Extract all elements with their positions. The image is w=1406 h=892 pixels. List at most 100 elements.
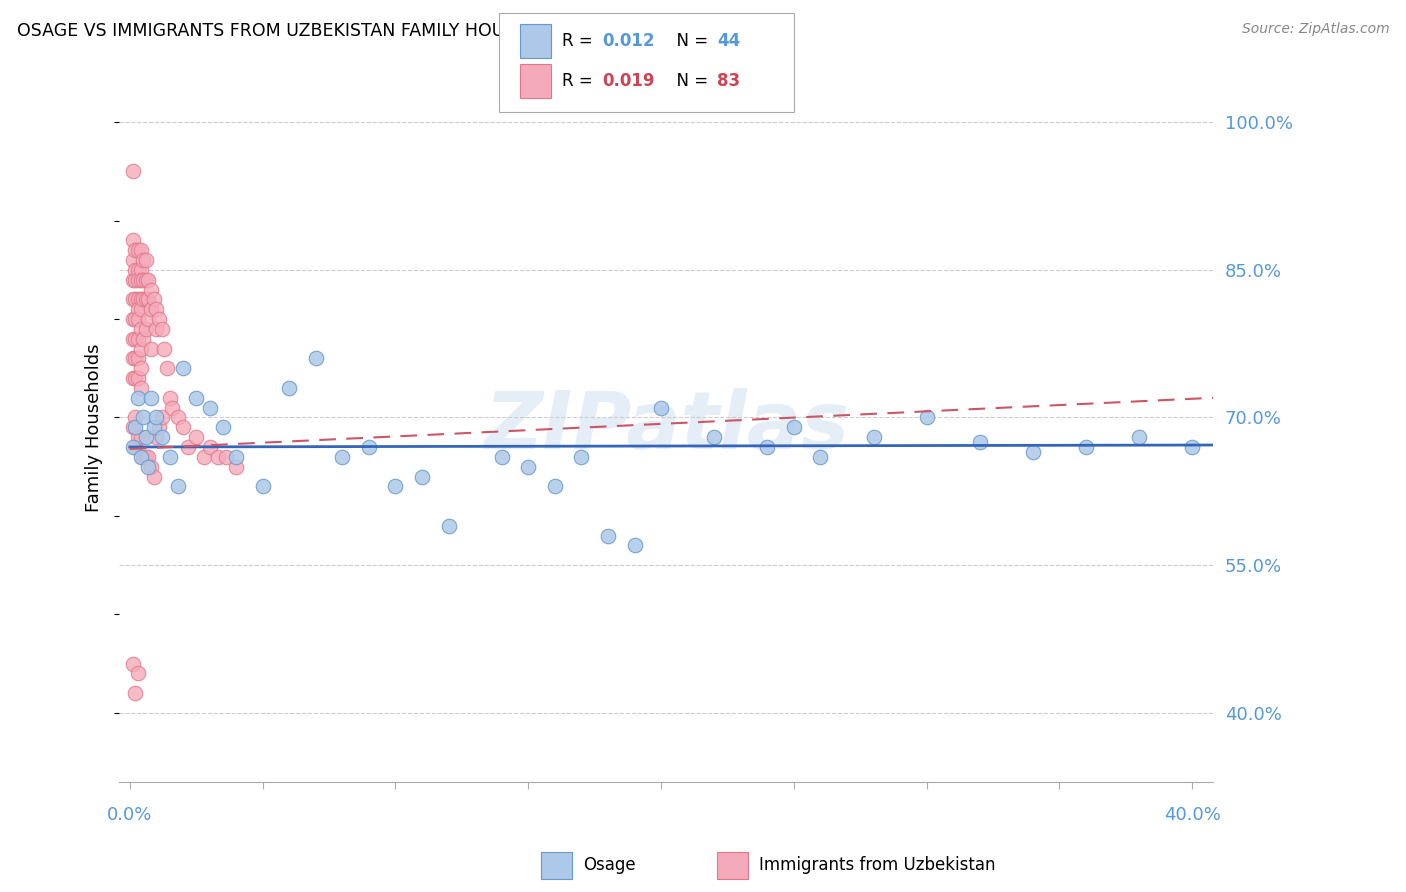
Point — [384, 479, 406, 493]
Point — [138, 293, 160, 307]
Point — [135, 293, 157, 307]
Point — [142, 469, 165, 483]
Point — [135, 252, 157, 267]
Point — [225, 450, 247, 464]
Point — [121, 371, 143, 385]
Point — [121, 233, 143, 247]
Point — [124, 371, 146, 385]
Point — [862, 430, 884, 444]
Point — [139, 391, 162, 405]
Point — [172, 420, 194, 434]
Point — [135, 273, 157, 287]
Point — [129, 361, 152, 376]
Point — [132, 410, 155, 425]
Point — [145, 302, 167, 317]
Point — [129, 273, 152, 287]
Point — [121, 293, 143, 307]
Point — [186, 430, 208, 444]
Text: 83: 83 — [717, 72, 740, 90]
Point — [162, 401, 184, 415]
Point — [121, 164, 143, 178]
Point — [517, 459, 540, 474]
Point — [211, 420, 233, 434]
Point — [138, 312, 160, 326]
Point — [121, 273, 143, 287]
Point — [145, 322, 167, 336]
Point — [148, 420, 170, 434]
Point — [571, 450, 593, 464]
Point — [135, 322, 157, 336]
Point — [135, 450, 157, 464]
Point — [127, 293, 149, 307]
Point — [142, 420, 165, 434]
Point — [124, 273, 146, 287]
Point — [491, 450, 513, 464]
Point — [305, 351, 328, 366]
Y-axis label: Family Households: Family Households — [86, 343, 103, 511]
Point — [207, 450, 229, 464]
Point — [142, 293, 165, 307]
Point — [121, 332, 143, 346]
Point — [129, 450, 152, 464]
Text: 40.0%: 40.0% — [1164, 806, 1220, 824]
Point — [166, 410, 188, 425]
Point — [623, 538, 645, 552]
Point — [139, 342, 162, 356]
Point — [783, 420, 806, 434]
Point — [121, 657, 143, 671]
Point — [145, 410, 167, 425]
Text: N =: N = — [666, 72, 714, 90]
Point — [127, 430, 149, 444]
Point — [129, 381, 152, 395]
Point — [124, 410, 146, 425]
Point — [1181, 440, 1204, 454]
Text: Osage: Osage — [583, 856, 636, 874]
Point — [132, 293, 155, 307]
Point — [810, 450, 832, 464]
Point — [127, 262, 149, 277]
Point — [127, 351, 149, 366]
Point — [278, 381, 301, 395]
Point — [703, 430, 725, 444]
Point — [124, 440, 146, 454]
Text: 0.0%: 0.0% — [107, 806, 153, 824]
Point — [139, 283, 162, 297]
Point — [166, 479, 188, 493]
Point — [124, 243, 146, 257]
Point — [156, 361, 179, 376]
Point — [127, 273, 149, 287]
Point — [969, 435, 991, 450]
Point — [159, 450, 181, 464]
Point — [148, 312, 170, 326]
Point — [186, 391, 208, 405]
Point — [124, 332, 146, 346]
Point — [124, 351, 146, 366]
Point — [132, 273, 155, 287]
Point — [124, 312, 146, 326]
Point — [138, 450, 160, 464]
Point — [172, 361, 194, 376]
Point — [135, 430, 157, 444]
Point — [150, 322, 173, 336]
Point — [129, 293, 152, 307]
Point — [124, 420, 146, 434]
Text: Source: ZipAtlas.com: Source: ZipAtlas.com — [1241, 22, 1389, 37]
Point — [544, 479, 567, 493]
Point — [132, 332, 155, 346]
Point — [139, 302, 162, 317]
Point — [159, 391, 181, 405]
Point — [129, 302, 152, 317]
Point — [915, 410, 938, 425]
Point — [437, 518, 460, 533]
Point — [129, 262, 152, 277]
Point — [177, 440, 200, 454]
Point — [127, 391, 149, 405]
Point — [127, 302, 149, 317]
Point — [127, 666, 149, 681]
Point — [153, 342, 176, 356]
Point — [756, 440, 779, 454]
Point — [411, 469, 433, 483]
Point — [127, 332, 149, 346]
Point — [150, 430, 173, 444]
Point — [193, 450, 215, 464]
